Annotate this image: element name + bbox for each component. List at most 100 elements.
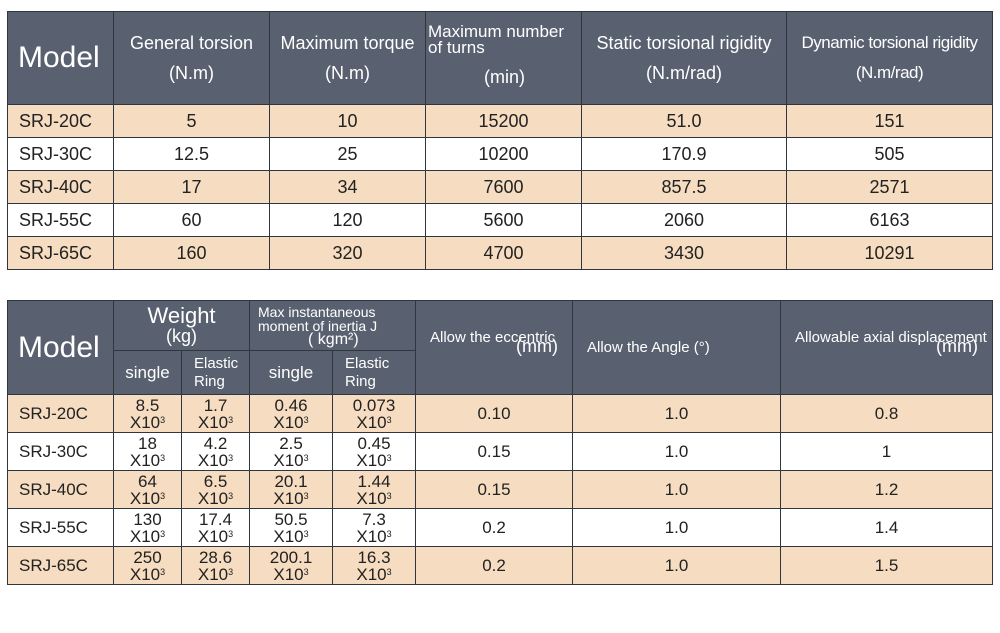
- table-row: SRJ-40C 17 34 7600 857.5 2571: [7, 170, 993, 204]
- angle-cell: 1.0: [572, 546, 782, 585]
- dynamic-rigidity-header: Dynamic torsional rigidity (N.m/rad): [786, 11, 993, 105]
- model-cell: SRJ-30C: [7, 137, 114, 171]
- static-rigidity-cell: 857.5: [581, 170, 787, 204]
- model-cell: SRJ-55C: [7, 203, 114, 237]
- model-cell: SRJ-40C: [7, 170, 114, 204]
- max-turns-header: Maximum number of turns (min): [425, 11, 582, 105]
- dynamic-rigidity-cell: 505: [786, 137, 993, 171]
- table-row: SRJ-20C 8.5 X103 1.7 X103 0.46 X103 0.073 X103 0.…: [7, 394, 994, 433]
- angle-header: Allow the Angle (°): [572, 300, 782, 395]
- eccentric-cell: 0.2: [415, 508, 574, 547]
- w-single-cell: 64 X103: [113, 470, 182, 509]
- moment-single-header: single: [249, 350, 334, 395]
- max-torque-cell: 120: [269, 203, 426, 237]
- table-row: SRJ-55C 130 X103 17.4 X103 50.5 X103 7.3 X103 0.2…: [7, 508, 994, 547]
- max-torque-cell: 34: [269, 170, 426, 204]
- dynamic-rigidity-cell: 151: [786, 104, 993, 138]
- table-row: SRJ-65C 250 X103 28.6 X103 200.1 X103 16.3 X103 0…: [7, 546, 994, 585]
- table-row: SRJ-65C 160 320 4700 3430 10291: [7, 236, 993, 270]
- value-multiplier: X103: [273, 450, 309, 470]
- static-rigidity-cell: 3430: [581, 236, 787, 270]
- max-torque-cell: 10: [269, 104, 426, 138]
- eccentric-header: Allow the eccentric (mm): [415, 300, 574, 395]
- w-ring-cell: 6.5 X103: [180, 470, 251, 509]
- value-mantissa: 250: [133, 547, 162, 567]
- m-single-cell: 200.1 X103: [249, 546, 334, 585]
- value-mantissa: 1.7: [203, 395, 228, 415]
- value-mantissa: 28.6: [198, 547, 233, 567]
- max-torque-cell: 25: [269, 137, 426, 171]
- value-multiplier: X103: [197, 450, 234, 470]
- m-ring-cell: 7.3 X103: [332, 508, 417, 547]
- value-multiplier: X103: [273, 412, 309, 432]
- axial-cell: 0.8: [780, 394, 994, 433]
- angle-cell: 1.0: [572, 432, 782, 471]
- w-ring-cell: 28.6 X103: [180, 546, 251, 585]
- value-multiplier: X103: [129, 526, 166, 546]
- dynamic-rigidity-cell: 6163: [786, 203, 993, 237]
- value-multiplier: X103: [356, 564, 392, 584]
- value-mantissa: 17.4: [198, 509, 233, 529]
- value-multiplier: X103: [197, 488, 234, 508]
- value-mantissa: 0.073: [352, 395, 396, 415]
- value-mantissa: 20.1: [274, 471, 308, 491]
- axial-cell: 1.5: [780, 546, 994, 585]
- value-multiplier: X103: [273, 488, 309, 508]
- model-header-2: Model: [7, 300, 114, 395]
- value-multiplier: X103: [129, 564, 166, 584]
- eccentric-cell: 0.15: [415, 432, 574, 471]
- value-mantissa: 64: [138, 471, 157, 491]
- value-multiplier: X103: [356, 526, 392, 546]
- moment-of-inertia-header: Max instantaneous moment of inertia J ( …: [249, 300, 417, 351]
- value-mantissa: 16.3: [357, 547, 391, 567]
- value-multiplier: X103: [356, 450, 392, 470]
- eccentric-cell: 0.15: [415, 470, 574, 509]
- model-cell: SRJ-20C: [7, 104, 114, 138]
- static-rigidity-header: Static torsional rigidity (N.m/rad): [581, 11, 787, 105]
- value-multiplier: X103: [273, 526, 309, 546]
- axial-cell: 1: [780, 432, 994, 471]
- table-row: SRJ-55C 60 120 5600 2060 6163: [7, 203, 993, 237]
- m-single-cell: 0.46 X103: [249, 394, 334, 433]
- value-mantissa: 0.46: [274, 395, 308, 415]
- model-cell: SRJ-65C: [7, 236, 114, 270]
- value-multiplier: X103: [129, 488, 166, 508]
- general-torsion-cell: 60: [113, 203, 270, 237]
- value-multiplier: X103: [356, 488, 392, 508]
- model-cell: SRJ-65C: [7, 546, 114, 585]
- table-row: SRJ-20C 5 10 15200 51.0 151: [7, 104, 993, 138]
- m-single-cell: 20.1 X103: [249, 470, 334, 509]
- model-cell: SRJ-30C: [7, 432, 114, 471]
- m-ring-cell: 16.3 X103: [332, 546, 417, 585]
- w-ring-cell: 1.7 X103: [180, 394, 251, 433]
- max-turns-cell: 4700: [425, 236, 582, 270]
- w-ring-cell: 4.2 X103: [180, 432, 251, 471]
- model-cell: SRJ-20C: [7, 394, 114, 433]
- m-ring-cell: 0.45 X103: [332, 432, 417, 471]
- m-single-cell: 2.5 X103: [249, 432, 334, 471]
- axial-cell: 1.2: [780, 470, 994, 509]
- angle-cell: 1.0: [572, 508, 782, 547]
- general-torsion-cell: 5: [113, 104, 270, 138]
- value-mantissa: 8.5: [135, 395, 160, 415]
- value-multiplier: X103: [197, 526, 234, 546]
- angle-cell: 1.0: [572, 470, 782, 509]
- max-turns-cell: 15200: [425, 104, 582, 138]
- w-ring-cell: 17.4 X103: [180, 508, 251, 547]
- weight-header: Weight (kg): [112, 300, 251, 351]
- value-multiplier: X103: [129, 412, 166, 432]
- moment-elastic-ring-header: Elastic Ring: [332, 350, 417, 395]
- max-turns-cell: 5600: [425, 203, 582, 237]
- model-header: Model: [7, 11, 114, 105]
- value-multiplier: X103: [273, 564, 309, 584]
- table-row: SRJ-30C 12.5 25 10200 170.9 505: [7, 137, 993, 171]
- dynamic-rigidity-cell: 2571: [786, 170, 993, 204]
- m-ring-cell: 0.073 X103: [332, 394, 417, 433]
- value-mantissa: 2.5: [279, 433, 303, 453]
- value-multiplier: X103: [129, 450, 166, 470]
- max-turns-cell: 10200: [425, 137, 582, 171]
- value-mantissa: 4.2: [203, 433, 228, 453]
- value-mantissa: 200.1: [269, 547, 313, 567]
- max-turns-cell: 7600: [425, 170, 582, 204]
- max-torque-cell: 320: [269, 236, 426, 270]
